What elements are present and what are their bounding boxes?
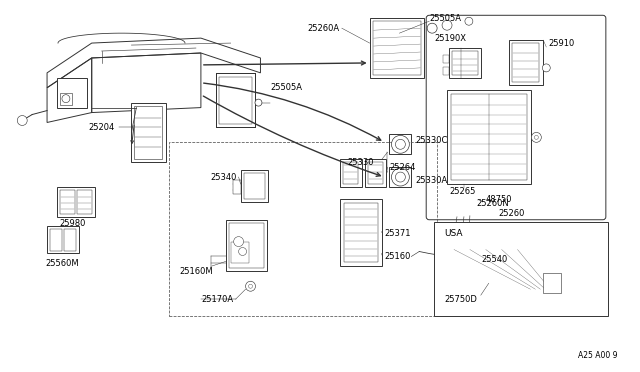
Bar [370, 18, 424, 78]
Bar [367, 162, 383, 184]
Bar [60, 93, 72, 105]
Bar [57, 78, 87, 108]
Bar [169, 142, 437, 316]
Bar [230, 241, 248, 263]
Bar [64, 229, 76, 250]
Text: USA: USA [444, 229, 463, 238]
Bar [434, 222, 608, 316]
Bar [340, 159, 362, 187]
Circle shape [542, 64, 550, 72]
Bar [443, 67, 449, 75]
Text: 25260: 25260 [499, 209, 525, 218]
FancyBboxPatch shape [426, 15, 606, 220]
Circle shape [531, 132, 541, 142]
Circle shape [392, 168, 410, 186]
Text: 25330A: 25330A [415, 176, 447, 185]
Circle shape [17, 116, 28, 125]
Bar [47, 226, 79, 253]
Text: 25330: 25330 [348, 158, 374, 167]
Text: 25340: 25340 [211, 173, 237, 182]
Text: 25160: 25160 [385, 252, 411, 261]
Bar [77, 190, 92, 214]
Bar [390, 134, 412, 154]
Circle shape [427, 23, 437, 33]
Circle shape [534, 135, 538, 140]
Text: 25264: 25264 [390, 163, 416, 171]
Text: 25505A: 25505A [429, 14, 461, 23]
Text: 25505A: 25505A [270, 83, 302, 92]
Bar [343, 162, 358, 184]
Text: 25260N: 25260N [477, 199, 509, 208]
Bar [452, 51, 478, 75]
Bar [451, 94, 527, 180]
Bar [344, 203, 378, 262]
Text: 25540: 25540 [482, 255, 508, 264]
Bar [131, 103, 166, 162]
Text: 25750D: 25750D [444, 295, 477, 304]
Bar [511, 43, 540, 82]
Text: 25260A: 25260A [308, 24, 340, 33]
Bar [447, 90, 531, 184]
Circle shape [234, 237, 244, 247]
Bar [509, 40, 543, 85]
Bar [50, 229, 62, 250]
Text: 25190X: 25190X [434, 33, 466, 43]
Circle shape [248, 284, 253, 288]
Text: 25170A: 25170A [201, 295, 233, 304]
Polygon shape [447, 244, 553, 293]
Circle shape [246, 281, 255, 291]
Text: 48750: 48750 [486, 195, 512, 204]
Bar [60, 190, 75, 214]
Text: 25560M: 25560M [45, 259, 79, 268]
Bar [228, 223, 264, 268]
Circle shape [239, 247, 246, 256]
Bar [233, 180, 241, 194]
Circle shape [396, 172, 405, 182]
Bar [244, 173, 266, 199]
Circle shape [396, 140, 405, 149]
Circle shape [255, 99, 262, 106]
Circle shape [442, 20, 452, 30]
Text: A25 A00 9: A25 A00 9 [579, 351, 618, 360]
Text: 25910: 25910 [548, 39, 575, 48]
Bar [449, 48, 481, 78]
Bar [340, 199, 381, 266]
Text: 25980: 25980 [59, 219, 85, 228]
Bar [219, 77, 252, 125]
Bar [241, 170, 268, 202]
Bar [365, 159, 387, 187]
Bar [443, 55, 449, 63]
Text: 25330C: 25330C [415, 136, 447, 145]
Text: 25371: 25371 [385, 229, 411, 238]
Bar [372, 21, 421, 75]
Bar [390, 167, 412, 187]
Text: 25160M: 25160M [179, 267, 212, 276]
Bar [216, 73, 255, 128]
Bar [543, 273, 561, 293]
Bar [134, 106, 162, 159]
Bar [226, 220, 268, 271]
Text: 25265: 25265 [449, 187, 476, 196]
Bar [57, 187, 95, 217]
Circle shape [62, 95, 70, 103]
Circle shape [465, 17, 473, 25]
Circle shape [392, 135, 410, 153]
Text: 25204: 25204 [89, 123, 115, 132]
